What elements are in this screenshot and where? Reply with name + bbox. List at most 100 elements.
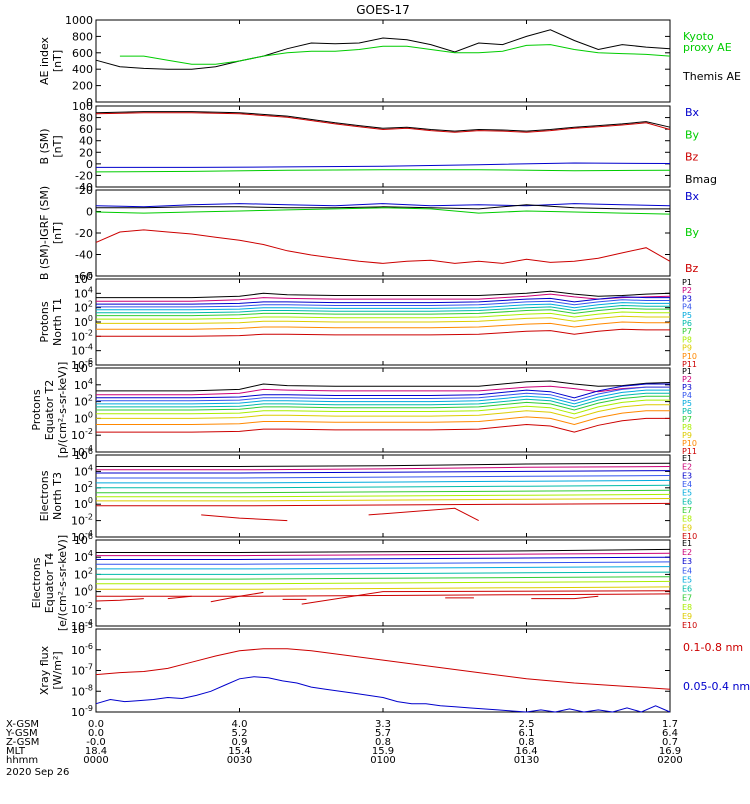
legend-label: P4 — [682, 303, 692, 312]
plot-title: GOES-17 — [356, 3, 410, 17]
panel-frame — [95, 19, 671, 103]
y-tick-label: 104 — [74, 377, 93, 392]
y-tick-label: 10-8 — [71, 683, 93, 698]
series-line-3 — [96, 162, 671, 168]
channel-line-10 — [96, 410, 670, 426]
series-line-1 — [95, 648, 671, 690]
legend-label: E9 — [682, 523, 692, 532]
channel-line-10 — [96, 502, 671, 507]
legend-label: P11 — [682, 447, 697, 456]
y-axis-label: [nT] — [51, 222, 64, 244]
legend-label: E7 — [682, 594, 692, 603]
legend-label: Bx — [685, 106, 700, 119]
y-tick-label: 106 — [74, 447, 93, 462]
legend-label: P3 — [682, 294, 692, 303]
x-tick-label: 0030 — [227, 755, 252, 766]
x-tick-label: 18.4 — [85, 746, 107, 757]
legend-label: E7 — [682, 506, 692, 515]
x-tick-label: 0200 — [657, 755, 682, 766]
y-tick-label: 0 — [86, 206, 93, 219]
x-tick-label: 4.0 — [232, 719, 248, 730]
x-row-label: Z-GSM — [6, 737, 39, 748]
x-row-label: MLT — [6, 746, 26, 757]
channel-line-7 — [96, 489, 671, 494]
legend-label: P7 — [682, 415, 692, 424]
y-tick-label: 800 — [72, 30, 93, 43]
channel-line-6 — [96, 304, 670, 314]
y-axis-label: Protons — [38, 301, 51, 342]
y-tick-label: 10-2 — [71, 328, 93, 343]
channel-line-8 — [96, 580, 671, 585]
legend-label: P10 — [682, 439, 697, 448]
legend-label: P10 — [682, 352, 697, 361]
y-tick-label: -20 — [75, 169, 93, 182]
series-line-2 — [119, 44, 671, 65]
legend-label: Bz — [685, 262, 699, 275]
x-tick-label: 0.0 — [88, 728, 104, 739]
channel-line-4 — [96, 475, 671, 479]
y-tick-label: 106 — [74, 360, 93, 375]
legend-label: E3 — [682, 557, 692, 566]
y-tick-label: 106 — [74, 271, 93, 286]
x-row-label: hhmm — [6, 755, 38, 766]
y-tick-label: 20 — [79, 184, 93, 197]
x-tick-label: 0130 — [514, 755, 539, 766]
legend-label: P3 — [682, 383, 692, 392]
fragment-line-1 — [95, 598, 144, 602]
x-tick-label: 0.7 — [662, 737, 678, 748]
y-tick-label: 10-2 — [71, 427, 93, 442]
channel-line-4 — [96, 561, 671, 565]
y-axis-label: [e/(cm²-s-sr-keV)] — [56, 535, 69, 631]
y-axis-label: [nT] — [51, 50, 64, 72]
channel-line-9 — [96, 404, 670, 419]
series-line-2 — [95, 112, 671, 133]
y-axis-label: Xray flux — [38, 645, 51, 695]
channel-line-7 — [96, 307, 670, 317]
x-tick-label: 6.1 — [519, 728, 535, 739]
y-tick-label: 400 — [72, 63, 93, 76]
y-axis-label: [nT] — [51, 135, 64, 157]
panel-frame — [95, 105, 671, 188]
x-tick-label: 16.9 — [659, 746, 681, 757]
legend-label: E2 — [682, 548, 692, 557]
channel-line-2 — [96, 552, 671, 557]
channel-line-1 — [96, 290, 671, 299]
y-tick-label: 10-2 — [71, 513, 93, 528]
y-tick-label: 102 — [74, 300, 93, 315]
y-tick-label: 104 — [74, 463, 93, 478]
legend-label: P8 — [682, 423, 692, 432]
legend-label: P1 — [682, 278, 692, 287]
date-label: 2020 Sep 26 — [6, 767, 69, 778]
x-tick-label: 3.3 — [375, 719, 391, 730]
channel-line-1 — [96, 548, 671, 553]
y-axis-label: B (SM)-IGRF (SM) — [38, 186, 51, 280]
legend-label: P6 — [682, 407, 692, 416]
x-tick-label: 0000 — [83, 755, 108, 766]
x-tick-label: 16.4 — [515, 746, 537, 757]
y-tick-label: 102 — [74, 480, 93, 495]
channel-line-3 — [96, 556, 671, 560]
y-tick-label: 10-4 — [71, 343, 93, 358]
y-tick-label: 100 — [74, 496, 93, 511]
y-axis-label: B (SM) — [38, 128, 51, 164]
y-axis-label: Equator T4 — [43, 553, 56, 613]
y-axis-label: Equator T2 — [43, 380, 56, 440]
x-tick-label: 0100 — [370, 755, 395, 766]
series-line-2 — [96, 204, 670, 210]
legend-label: P5 — [682, 399, 692, 408]
legend-label: E8 — [682, 603, 692, 612]
channel-line-7 — [96, 395, 670, 411]
y-axis-label: Electrons — [30, 557, 43, 608]
legend-label: By — [685, 128, 700, 141]
fragment-line-2 — [368, 507, 479, 522]
channel-line-4 — [96, 299, 670, 308]
x-tick-label: 0.9 — [232, 737, 248, 748]
x-row-label: Y-GSM — [5, 728, 38, 739]
legend-label: P6 — [682, 319, 692, 328]
panel-3: 20 0 -20 -40 -60 B (SM)-IGRF (SM) [nT] Bx By Bz — [38, 184, 700, 283]
